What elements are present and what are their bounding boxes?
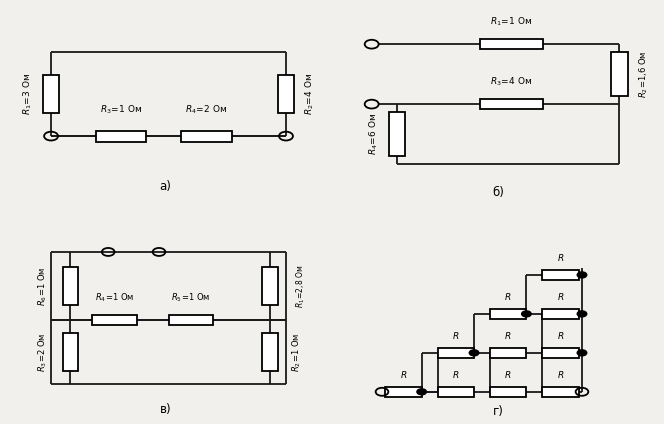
Bar <box>490 348 527 357</box>
Bar <box>490 309 527 319</box>
Bar <box>62 333 78 371</box>
Bar <box>96 131 146 142</box>
Bar <box>278 75 294 113</box>
Text: R: R <box>453 371 459 380</box>
Bar <box>42 75 59 113</box>
Text: R: R <box>557 371 564 380</box>
Text: R: R <box>557 332 564 341</box>
Text: г): г) <box>493 405 504 418</box>
Text: $R_2\!=\!1$ Ом: $R_2\!=\!1$ Ом <box>291 332 303 371</box>
Circle shape <box>577 311 587 317</box>
Text: R: R <box>453 332 459 341</box>
Bar <box>542 387 579 396</box>
Bar <box>542 348 579 357</box>
Text: R: R <box>400 371 406 380</box>
Text: в): в) <box>159 403 171 416</box>
Circle shape <box>522 311 531 317</box>
Text: $R_4\!=\!6$ Ом: $R_4\!=\!6$ Ом <box>367 113 380 155</box>
Text: $R_4\!=\!1$ Ом: $R_4\!=\!1$ Ом <box>95 291 134 304</box>
Text: $R_3\!=\!4$ Ом: $R_3\!=\!4$ Ом <box>490 75 533 88</box>
Bar <box>62 267 78 305</box>
Text: $R_4\!=\!2$ Ом: $R_4\!=\!2$ Ом <box>185 103 228 116</box>
Text: а): а) <box>159 179 171 192</box>
Text: $R_6\!=\!1$ Ом: $R_6\!=\!1$ Ом <box>37 266 49 306</box>
Bar <box>169 315 213 325</box>
Text: $R_2\!=\!1{,}6$ Ом: $R_2\!=\!1{,}6$ Ом <box>638 50 650 98</box>
Text: $R_3\!=\!2$ Ом: $R_3\!=\!2$ Ом <box>37 332 49 371</box>
Bar <box>262 267 278 305</box>
Text: R: R <box>505 293 511 302</box>
Text: R: R <box>557 293 564 302</box>
Circle shape <box>577 272 587 278</box>
Bar <box>389 112 405 156</box>
Circle shape <box>417 389 426 395</box>
Text: $R_1\!=\!2{,}8$ Ом: $R_1\!=\!2{,}8$ Ом <box>294 264 307 308</box>
Bar <box>611 52 627 96</box>
Circle shape <box>577 350 587 356</box>
Bar <box>542 270 579 280</box>
Text: R: R <box>505 371 511 380</box>
Text: R: R <box>505 332 511 341</box>
Bar <box>92 315 137 325</box>
Bar <box>542 309 579 319</box>
Bar <box>385 387 422 396</box>
Text: б): б) <box>493 186 505 198</box>
Bar <box>490 387 527 396</box>
Bar <box>181 131 232 142</box>
Text: $R_3\!=\!1$ Ом: $R_3\!=\!1$ Ом <box>100 103 142 116</box>
Bar <box>262 333 278 371</box>
Text: R: R <box>557 254 564 263</box>
Circle shape <box>469 350 479 356</box>
Bar <box>479 99 543 109</box>
Bar <box>438 348 474 357</box>
Bar <box>479 39 543 49</box>
Text: $R_1\!=\!1$ Ом: $R_1\!=\!1$ Ом <box>490 16 533 28</box>
Text: $R_1\!=\!3$ Ом: $R_1\!=\!3$ Ом <box>21 73 33 115</box>
Bar <box>438 387 474 396</box>
Text: $R_2\!=\!4$ Ом: $R_2\!=\!4$ Ом <box>303 73 316 115</box>
Text: $R_5\!=\!1$ Ом: $R_5\!=\!1$ Ом <box>171 291 210 304</box>
